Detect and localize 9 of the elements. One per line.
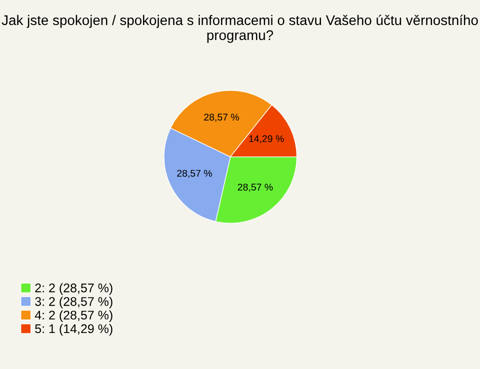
data-label: 28,57 % [204, 114, 240, 122]
data-label: 28,57 % [177, 170, 212, 178]
data-label: 14,29 % [249, 135, 284, 144]
legend-label: 3: 2 (28,57 %) [35, 296, 112, 308]
chart-title: Jak jste spokojen / spokojena s informacemi o stavu Vašeho účtu věrnostního programu? [2, 14, 478, 43]
legend-label: 4: 2 (28,57 %) [34, 310, 112, 322]
data-label: 28,57 % [238, 184, 273, 192]
legend-label: 5: 1 (14,29 %) [35, 324, 112, 336]
legend-label: 2: 2 (28,57 %) [35, 283, 112, 295]
